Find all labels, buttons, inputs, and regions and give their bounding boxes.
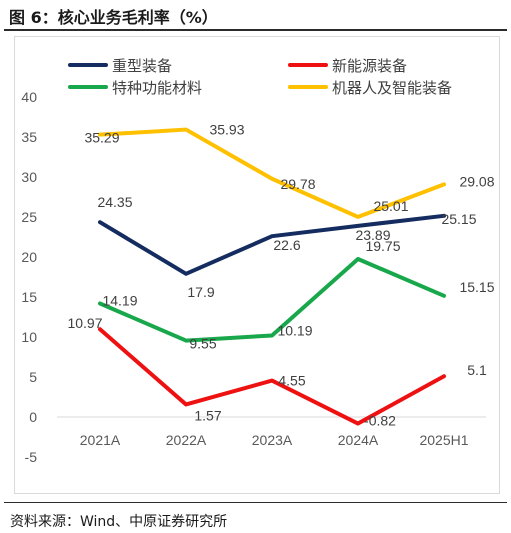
source-note: 资料来源：Wind、中原证券研究所 [10, 514, 228, 530]
data-label: 22.6 [273, 237, 300, 253]
x-tick-label: 2021A [80, 432, 121, 448]
source-rule [4, 502, 507, 503]
data-label: 24.35 [97, 194, 132, 210]
x-tick-label: 2023A [252, 432, 293, 448]
y-tick-label: 10 [21, 329, 37, 345]
data-label: 15.15 [459, 279, 494, 295]
legend-label-1: 新能源装备 [332, 57, 407, 75]
data-label: 1.57 [194, 407, 221, 423]
y-tick-label: 35 [21, 129, 37, 145]
legend-label-2: 特种功能材料 [112, 79, 202, 97]
y-tick-label: -5 [25, 449, 38, 465]
title-rule [4, 29, 507, 31]
y-tick-label: 25 [21, 209, 37, 225]
x-tick-label: 2025H1 [419, 432, 468, 448]
data-label: 17.9 [187, 284, 214, 300]
legend-label-0: 重型装备 [112, 57, 172, 75]
y-tick-label: 30 [21, 169, 37, 185]
y-tick-label: 0 [29, 409, 37, 425]
series-line-1 [98, 327, 446, 426]
x-tick-label: 2024A [338, 432, 379, 448]
data-label: 35.29 [84, 130, 119, 146]
y-tick-label: 40 [21, 89, 37, 105]
figure-title: 图 6：核心业务毛利率（%） [9, 8, 218, 27]
data-label: 23.89 [355, 227, 390, 243]
data-label: 29.08 [459, 173, 494, 189]
series-line-2 [98, 257, 446, 343]
legend-label-3: 机器人及智能装备 [332, 79, 452, 97]
data-label: 19.75 [365, 238, 400, 254]
data-label: 10.19 [277, 322, 312, 338]
x-axis: 2021A 2022A 2023A 2024A 2025H1 [57, 416, 486, 448]
data-label: 25.15 [441, 211, 476, 227]
data-label: 10.97 [67, 315, 102, 331]
data-label: 5.1 [467, 362, 487, 378]
series-lines [98, 127, 446, 426]
data-label: -0.82 [364, 413, 396, 429]
data-labels: 24.35 17.9 22.6 23.89 25.15 10.97 1.57 4.55 -0.8… [67, 122, 494, 429]
data-label: 14.19 [102, 292, 137, 308]
plot-frame [14, 36, 500, 494]
data-label: 4.55 [278, 373, 305, 389]
x-tick-label: 2022A [166, 432, 207, 448]
data-label: 9.55 [189, 336, 216, 352]
y-tick-label: 15 [21, 289, 37, 305]
y-tick-label: 5 [29, 369, 37, 385]
y-tick-label: 20 [21, 249, 37, 265]
data-label: 35.93 [209, 122, 244, 138]
data-label: 29.78 [280, 176, 315, 192]
data-label: 25.01 [373, 198, 408, 214]
y-axis: -5 0 5 10 15 20 25 30 35 40 [21, 89, 37, 465]
